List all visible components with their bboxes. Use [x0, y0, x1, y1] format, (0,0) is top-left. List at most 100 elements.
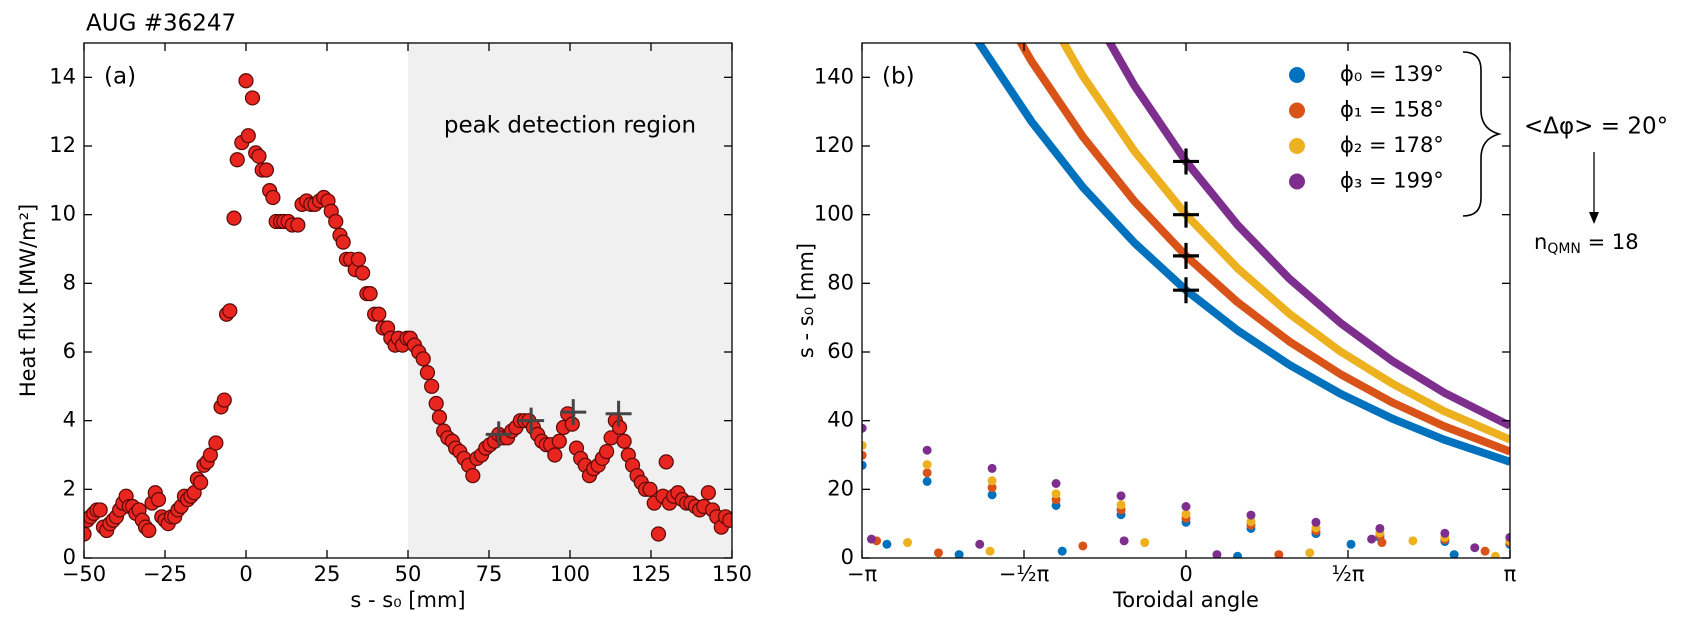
y-tick-label: 8 — [63, 270, 76, 294]
data-point — [642, 481, 658, 497]
data-point — [428, 395, 444, 412]
lower-dot — [922, 476, 932, 486]
x-tick-label: 125 — [631, 562, 671, 586]
result: nQMN = 18 — [1534, 230, 1639, 257]
y-tick-label: 20 — [827, 476, 854, 500]
x-tick-label: −50 — [62, 562, 106, 586]
curve — [1105, 43, 1510, 430]
annotation: <Δφ> = 20° — [1524, 114, 1668, 140]
scatter-dot — [1119, 536, 1129, 546]
data-point — [362, 286, 378, 302]
y-tick-label: 10 — [49, 202, 76, 226]
data-point — [335, 234, 351, 250]
legend-brace — [1462, 51, 1502, 217]
x-tick-label: 0 — [1179, 562, 1192, 586]
y-tick-label: 2 — [63, 476, 76, 500]
legend-marker — [1289, 102, 1305, 119]
peak-marker — [518, 407, 545, 434]
lower-dot — [1505, 532, 1510, 542]
data-point — [238, 73, 254, 89]
legend-label: ϕ₂ = 178° — [1340, 133, 1444, 157]
scatter-dot — [1480, 546, 1490, 556]
legend-label: ϕ₀ = 139° — [1340, 62, 1444, 86]
lower-dot — [1246, 510, 1256, 520]
data-point — [226, 210, 242, 226]
lower-dot — [1440, 528, 1450, 538]
data-point — [92, 502, 108, 518]
lower-dot — [1116, 500, 1126, 510]
y-tick-label: 14 — [49, 64, 76, 88]
lower-dot — [922, 460, 932, 470]
data-point — [240, 128, 256, 144]
curves — [862, 43, 1510, 558]
data-point — [371, 306, 387, 322]
result-sub: QMN — [1547, 241, 1581, 257]
scatter-dot — [1212, 550, 1222, 558]
lower-dot — [862, 423, 867, 433]
scatter-dot — [975, 539, 985, 549]
x-axis-label: Toroidal angle — [1112, 588, 1259, 612]
data-point — [328, 213, 344, 230]
scatter-dot — [1233, 551, 1243, 558]
lower-dot — [987, 490, 997, 500]
lower-dot — [1116, 491, 1126, 501]
y-axis-label: s - s₀ [mm] — [794, 243, 818, 358]
plot-frame — [861, 42, 1511, 559]
data-point — [465, 468, 481, 484]
figure-title: AUG #36247 — [86, 11, 236, 37]
y-tick-label: 120 — [814, 133, 854, 157]
plot-frame — [83, 42, 733, 559]
x-tick-label: −25 — [143, 562, 187, 586]
scatter-dot — [1274, 550, 1284, 558]
y-tick-label: 12 — [49, 133, 76, 157]
lower-dot — [862, 460, 867, 470]
data-point — [290, 217, 306, 233]
result-rest: = 18 — [1581, 230, 1639, 254]
cross-marker — [1173, 242, 1199, 269]
data-point — [722, 512, 732, 528]
data-point — [141, 522, 157, 539]
y-axis-label: Heat flux [MW/m²] — [16, 204, 40, 397]
scatter-dot — [1490, 551, 1500, 558]
x-tick-label: 100 — [550, 562, 590, 586]
data-point — [424, 378, 440, 394]
data-point — [650, 526, 667, 542]
scatter-dot — [903, 538, 913, 548]
lower-dot — [1181, 502, 1191, 511]
curve — [974, 43, 1510, 466]
legend-marker — [1289, 173, 1305, 190]
scatter-dot — [1305, 548, 1315, 558]
result-base: n — [1534, 230, 1547, 254]
lower-dot — [862, 450, 867, 460]
x-axis-label: s - s₀ [mm] — [350, 588, 465, 612]
data-point — [244, 90, 261, 106]
x-tick-label: 50 — [395, 562, 422, 586]
scatter-dot — [954, 550, 964, 558]
data-point — [700, 485, 716, 501]
legend-marker — [1289, 138, 1305, 154]
scatter-dot — [882, 539, 892, 549]
region-label: peak detection region — [444, 113, 696, 139]
y-tick-label: 4 — [63, 408, 76, 432]
y-tick-label: 80 — [827, 270, 854, 294]
lower-dot — [987, 476, 997, 486]
panel-label: (b) — [882, 64, 915, 90]
data-point — [84, 526, 92, 542]
y-tick-label: 0 — [63, 545, 76, 569]
lower-dot — [1311, 517, 1321, 527]
x-tick-label: 150 — [712, 562, 752, 586]
scatter-dot — [1140, 538, 1150, 548]
lower-dot — [1051, 489, 1061, 499]
data-point — [251, 148, 267, 164]
data-point — [150, 492, 167, 508]
data-point — [193, 474, 209, 491]
scatter-dot — [933, 548, 943, 558]
scatter-dot — [1408, 536, 1418, 546]
cross-marker — [1173, 277, 1199, 304]
scatter-dot — [1078, 541, 1088, 551]
y-tick-label: 0 — [841, 545, 854, 569]
peak-marker — [485, 421, 512, 448]
detection-region — [408, 43, 732, 558]
x-tick-label: ½π — [1332, 562, 1365, 586]
